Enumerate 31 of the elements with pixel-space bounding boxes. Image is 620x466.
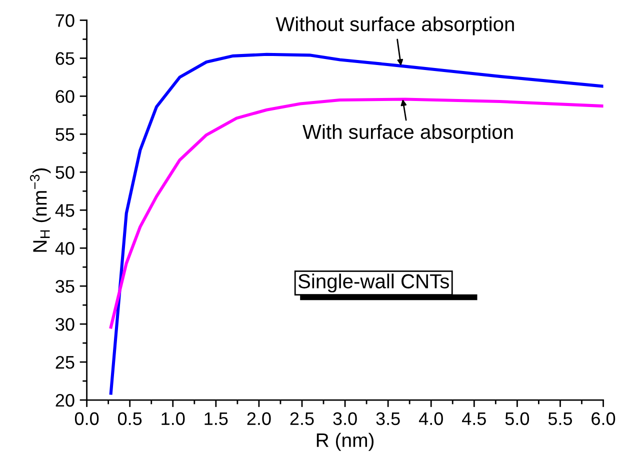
y-tick-label: 20 [56,394,74,407]
x-tick-label: 6.0 [592,412,616,426]
x-tick-label: 0.5 [118,412,142,426]
line-series [109,52,604,395]
y-tick-label: 65 [56,52,74,65]
x-tick-label: 4.0 [418,412,443,426]
y-tick-label: 40 [55,242,74,255]
x-tick-label: 0.0 [74,412,99,426]
x-axis-title: R (nm) [316,432,374,451]
x-tick-label: 5.0 [505,412,530,426]
y-tick-label: 30 [56,318,74,331]
annotation: Without surface absorption [276,16,514,36]
x-tick-label: 4.5 [462,412,486,426]
x-tick-label: 3.0 [333,412,357,426]
x-tick-label: 2.0 [247,412,271,426]
x-tick-label: 5.5 [548,412,572,426]
y-tick-label: 70 [56,14,74,27]
y-tick-label: 60 [56,90,74,103]
x-tick-label: 3.5 [376,412,400,426]
y-axis-title: N$_{H}$ (nm$^{−3}$) [30,168,51,252]
line-series [109,98,604,329]
y-tick-label: 25 [56,356,74,369]
x-tick-label: 1.5 [204,412,228,426]
y-tick-label: 55 [56,128,74,141]
x-tick-label: 2.5 [290,412,314,426]
x-tick-label: 1.0 [162,412,185,426]
annotation: With surface absorption [302,124,513,143]
y-tick-label: 50 [56,166,74,179]
y-tick-label: 35 [56,280,74,293]
y-tick-label: 45 [55,204,74,217]
annotation: Single-wall CNTs [298,274,449,292]
